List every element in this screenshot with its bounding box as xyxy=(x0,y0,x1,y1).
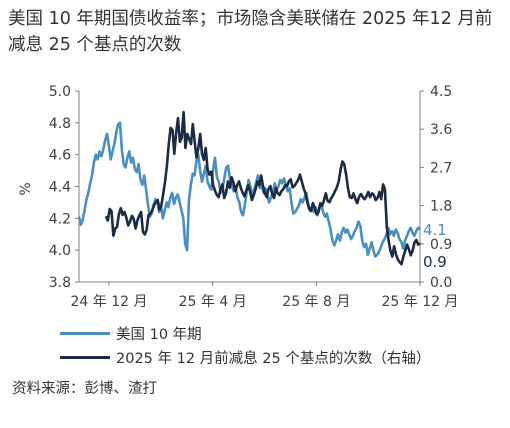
x-tick-label: 24 年 12 月 xyxy=(71,294,148,310)
legend-item-series1: 美国 10 年期 xyxy=(60,321,430,345)
axes: 5.0 4.8 4.6 4.4 4.2 4.0 3.8 4.5 3.6 2.7 1.8 0.9 0.0 2… xyxy=(18,84,458,310)
y-tick-label-left: 5.0 xyxy=(49,84,71,100)
series-line-cuts xyxy=(104,110,421,266)
y-axis-label: % xyxy=(18,182,34,195)
y-tick-label-right: 3.6 xyxy=(430,122,452,138)
legend-label-series1: 美国 10 年期 xyxy=(116,326,202,343)
legend: 美国 10 年期 2025 年 12 月前减息 25 个基点的次数（右轴） xyxy=(60,321,430,369)
y-tick-label-right: 2.7 xyxy=(430,160,452,176)
legend-swatch-series2 xyxy=(60,355,110,359)
y-tick-label-left: 4.2 xyxy=(49,211,71,227)
x-tick-label: 25 年 8 月 xyxy=(282,294,350,310)
series-line-us10y xyxy=(77,121,421,258)
x-tick-label: 25 年 12 月 xyxy=(382,294,459,310)
legend-item-series2: 2025 年 12 月前减息 25 个基点的次数（右轴） xyxy=(60,345,430,369)
y-tick-label-left: 4.0 xyxy=(49,243,71,259)
plot-area: 4.1 0.9 xyxy=(77,110,447,271)
y-tick-label-right: 0.9 xyxy=(430,237,452,253)
y-tick-label-right: 4.5 xyxy=(430,84,452,100)
legend-swatch-series1 xyxy=(60,331,110,335)
legend-label-series2: 2025 年 12 月前减息 25 个基点的次数（右轴） xyxy=(116,350,431,367)
end-label-cuts: 0.9 xyxy=(423,253,447,271)
y-tick-label-left: 3.8 xyxy=(49,275,71,291)
chart-title: 美国 10 年期国债收益率；市场隐含美联储在 2025 年12 月前减息 25 … xyxy=(8,9,493,55)
y-tick-label-right: 1.8 xyxy=(430,199,452,215)
y-tick-label-left: 4.4 xyxy=(49,180,71,196)
y-tick-label-right: 0.0 xyxy=(430,275,452,291)
end-label-us10y: 4.1 xyxy=(423,221,447,239)
x-tick-label: 25 年 4 月 xyxy=(179,294,247,310)
source-note: 资料来源：彭博、渣打 xyxy=(12,381,157,397)
y-tick-label-left: 4.8 xyxy=(49,116,71,132)
y-tick-label-left: 4.6 xyxy=(49,148,71,164)
